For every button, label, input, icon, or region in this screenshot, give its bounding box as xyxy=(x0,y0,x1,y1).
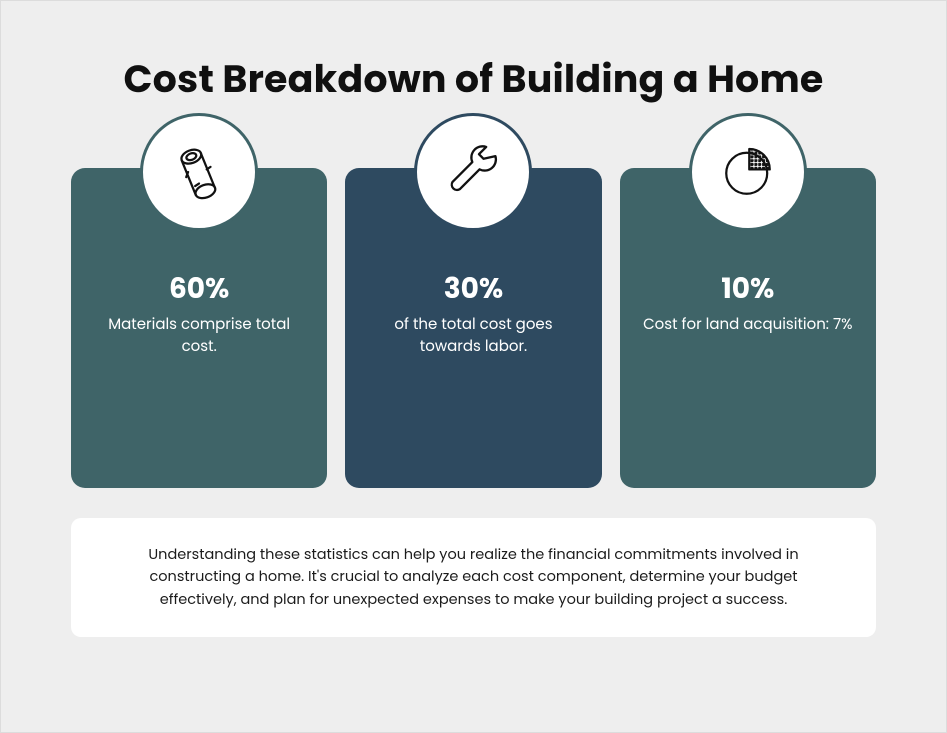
card-labor: 30% of the total cost goes towards labor… xyxy=(345,168,601,488)
card-labor-description: of the total cost goes towards labor. xyxy=(367,314,579,358)
card-labor-percentage: 30% xyxy=(367,268,579,310)
page-title: Cost Breakdown of Building a Home xyxy=(123,51,823,108)
card-materials-description: Materials comprise total cost. xyxy=(93,314,305,358)
card-land-description: Cost for land acquisition: 7% xyxy=(642,314,854,336)
card-land: 10% Cost for land acquisition: 7% xyxy=(620,168,876,488)
card-materials-percentage: 60% xyxy=(93,268,305,310)
icon-circle-labor xyxy=(414,113,532,231)
icon-circle-materials xyxy=(140,113,258,231)
page: Cost Breakdown of Building a Home xyxy=(0,0,947,733)
wrench-icon xyxy=(440,139,506,205)
cards-row: 60% Materials comprise total cost. 30% o… xyxy=(71,168,876,488)
card-land-percentage: 10% xyxy=(642,268,854,310)
footer-text: Understanding these statistics can help … xyxy=(71,518,876,637)
log-icon xyxy=(167,140,231,204)
pie-chart-icon xyxy=(716,140,780,204)
card-materials: 60% Materials comprise total cost. xyxy=(71,168,327,488)
icon-circle-land xyxy=(689,113,807,231)
